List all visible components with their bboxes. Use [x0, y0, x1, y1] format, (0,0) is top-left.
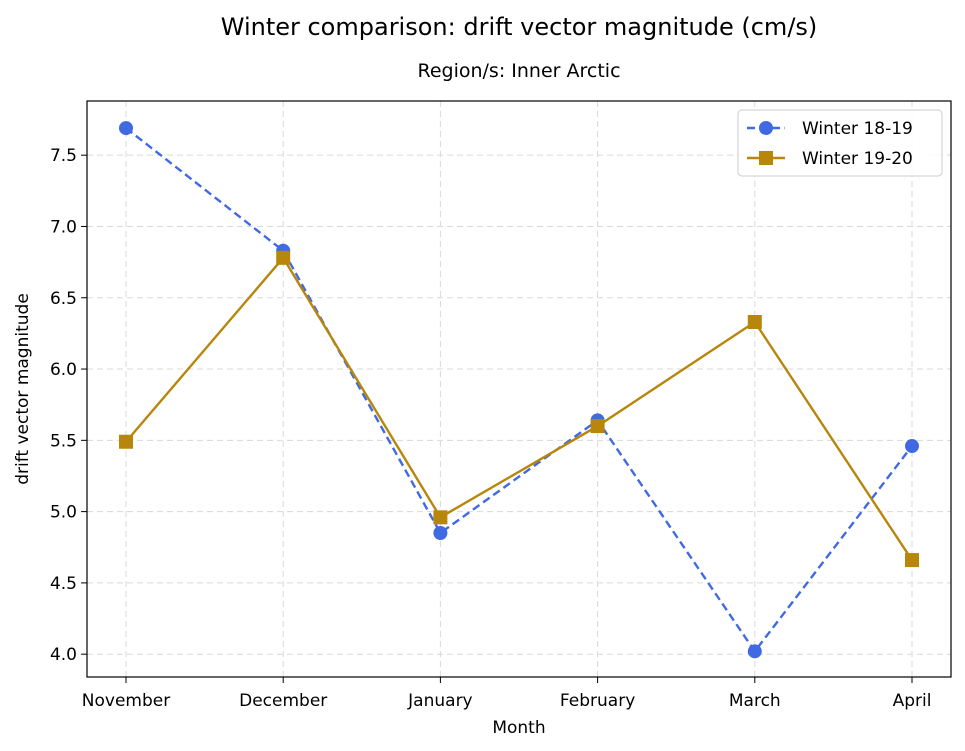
legend-marker [759, 151, 773, 165]
x-tick-label: April [893, 691, 932, 711]
data-point [433, 526, 448, 540]
y-axis-label: drift vector magnitude [13, 293, 33, 485]
y-tick-label: 6.5 [50, 289, 77, 309]
x-tick-label: January [407, 691, 472, 711]
plot-area-frame [86, 100, 952, 678]
x-tick-label: February [560, 691, 635, 711]
legend-label: Winter 19-20 [802, 149, 913, 169]
chart-subtitle: Region/s: Inner Arctic [417, 60, 620, 82]
y-tick-label: 7.0 [50, 217, 77, 237]
x-tick-label: December [239, 691, 327, 711]
axis-ticks: 4.0 4.5 5.0 5.5 6.0 6.5 7.0 7.5 November December… [50, 146, 931, 711]
series-line [125, 127, 913, 654]
legend-marker [759, 121, 773, 135]
data-point [119, 434, 133, 449]
y-tick-label: 6.0 [50, 360, 77, 380]
legend-entry: Winter 19-20 [747, 149, 913, 169]
legend: Winter 18-19 Winter 19-20 [737, 109, 943, 177]
data-point [433, 510, 448, 525]
y-tick-label: 4.5 [50, 574, 77, 594]
data-point [905, 439, 919, 454]
data-point [119, 121, 133, 136]
data-point [747, 314, 762, 329]
x-tick-label: November [82, 691, 170, 711]
legend-box [737, 109, 943, 177]
series [119, 121, 919, 659]
x-tick-label: March [729, 691, 781, 711]
grid [87, 101, 951, 677]
chart-title: Winter comparison: drift vector magnitud… [221, 13, 818, 41]
data-point [747, 644, 762, 659]
x-axis-label: Month [492, 718, 545, 738]
series-2 [119, 250, 919, 568]
y-tick-label: 4.0 [50, 645, 77, 665]
y-tick-label: 5.0 [50, 503, 77, 523]
y-tick-label: 7.5 [50, 146, 77, 166]
data-point [590, 419, 605, 434]
legend-label: Winter 18-19 [802, 119, 913, 139]
data-point [905, 553, 919, 568]
legend-entry: Winter 18-19 [747, 119, 913, 139]
data-point [276, 250, 291, 265]
series-line [125, 255, 914, 561]
y-tick-label: 5.5 [50, 431, 77, 451]
